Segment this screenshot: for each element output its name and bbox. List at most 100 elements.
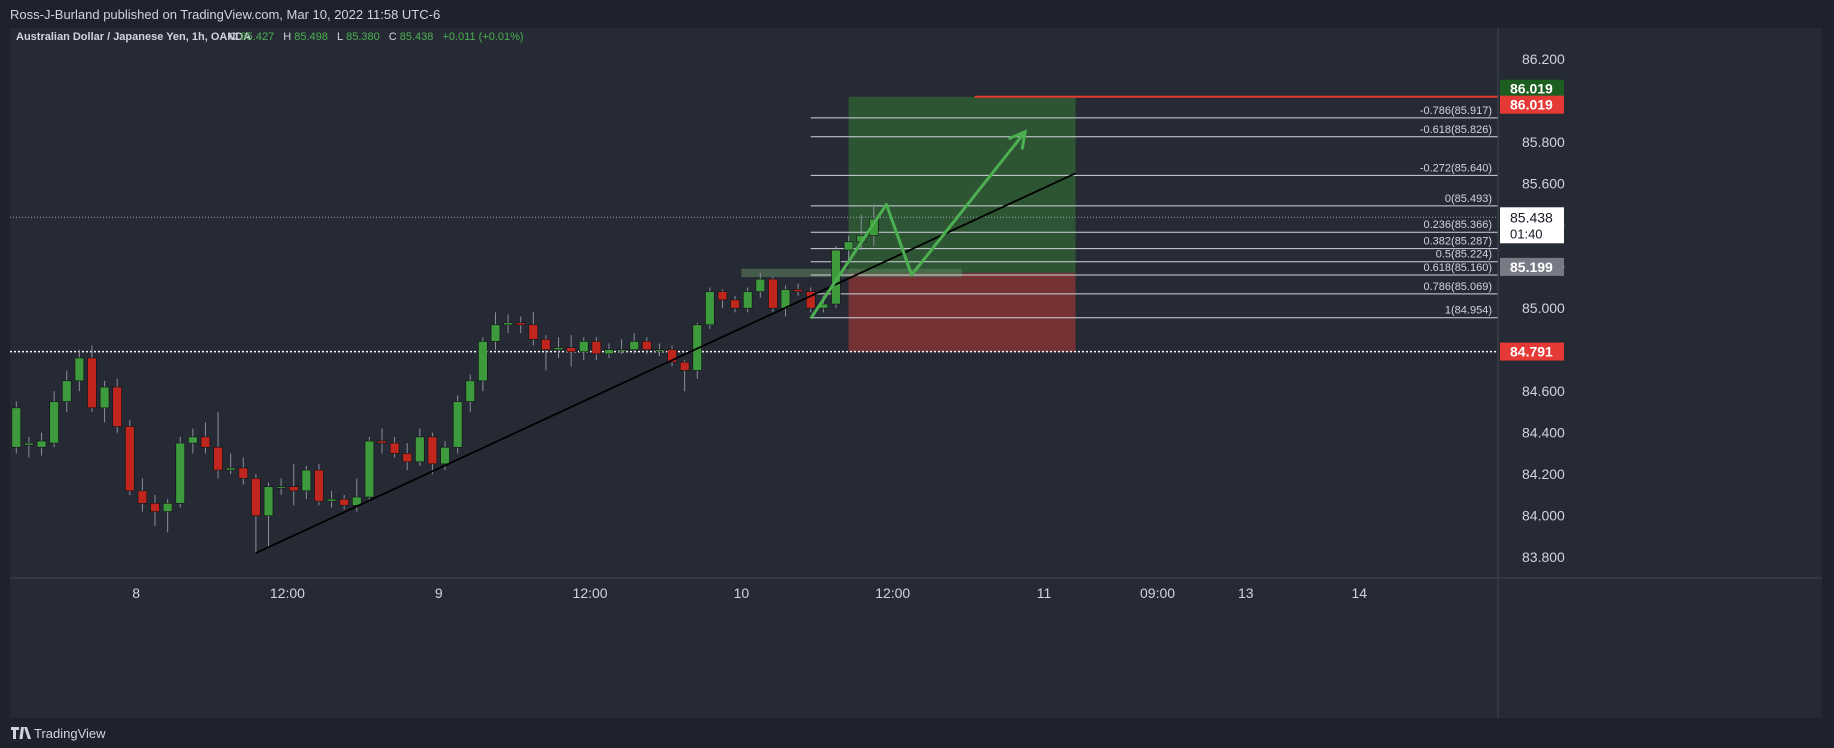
fibonacci-retracement: -0.786(85.917) -0.618(85.826) -0.272(85.64… [810,105,1498,319]
projection-arrowhead-icon [1007,129,1028,150]
y-tick-label: 83.800 [1522,549,1565,565]
resistance-zone [741,268,963,278]
legend-symbol: Australian Dollar / Japanese Yen, 1h, OA… [16,31,251,43]
x-tick-label: 09:00 [1140,585,1175,601]
fib-level-label: 0.618(85.160) [1424,262,1493,274]
price-tag-label: 84.791 [1510,344,1553,360]
candle-body [137,490,148,504]
legend-h-value: 85.498 [294,31,328,43]
price-tag [1500,95,1564,114]
candle-body [591,341,602,355]
legend-ohlc: O 85.427 H 85.498 L 85.380 C 85.438 +0.011 (… [229,31,524,43]
candle-body [667,349,677,363]
candle-body [869,218,879,236]
price-tag [1500,342,1564,361]
ascending-trendline [255,172,1076,554]
candle-body [301,469,312,492]
fib-level-label: 0.5(85.224) [1436,249,1492,261]
legend-c-label: C [389,31,397,43]
candle-body [36,440,47,448]
candle-body [377,440,387,444]
candle-body [616,349,627,352]
price-tag-label: 86.019 [1510,81,1553,97]
x-tick-label: 8 [132,585,140,601]
candle-body [200,436,211,448]
y-tick-label: 84.200 [1522,466,1565,482]
chart-area[interactable]: -0.786(85.917) -0.618(85.826) -0.272(85.64… [10,28,1822,718]
candle-body [843,241,854,251]
candle-body [402,453,412,463]
candle-body [188,436,198,444]
candle-body [62,380,72,402]
candle-body [742,291,753,309]
y-tick-label: 84.400 [1522,425,1565,441]
candle-body [528,324,539,340]
candle-body [440,446,450,465]
x-tick-label: 11 [1037,585,1052,601]
target-zone [848,96,1076,273]
fib-level-label: 1(84.954) [1445,305,1492,317]
candle-body [87,357,97,409]
horizontal-lines [10,95,1498,353]
candle-body [768,278,778,309]
candle-body [806,291,816,309]
candle-body [679,361,690,371]
candle-body [705,291,715,326]
legend-h-label: H [283,31,291,43]
fib-level-label: 0(85.493) [1445,193,1492,205]
candle-body [452,401,463,448]
y-tick-label: 85.800 [1522,134,1565,150]
fib-level-label: 0.382(85.287) [1424,236,1493,248]
price-tag [1500,79,1564,98]
candle-body [24,442,34,446]
fib-level-label: 0.236(85.366) [1424,219,1493,231]
candle-body [49,401,59,444]
candle-body [515,322,526,326]
candle-body [276,486,286,489]
candle-body [503,322,513,326]
candle-body [289,486,299,492]
candle-body [251,478,261,517]
candle-body [490,324,501,342]
candle-body [389,442,400,454]
candle-body [263,486,274,517]
x-tick-label: 9 [435,585,443,601]
candle-body [99,386,110,409]
candle-body [175,442,185,504]
candlestick-chart[interactable]: -0.786(85.917) -0.618(85.826) -0.272(85.64… [10,28,1822,718]
candle-body [717,291,728,301]
tradingview-logo-icon [11,727,31,739]
stop-zone [848,272,1076,352]
candle-body [326,498,337,502]
candle-body [553,347,564,350]
trade-zones [741,96,1076,352]
price-tag-label: 86.019 [1510,97,1553,113]
legend-o-value: 85.427 [241,31,275,43]
x-tick-label: 14 [1351,585,1367,601]
x-tick-label: 10 [734,585,750,601]
candle-body [642,341,652,350]
candle-body [629,341,639,350]
countdown-label: 01:40 [1510,226,1543,241]
axes: 86.20085.80085.60085.40085.20085.00084.6… [10,28,1822,718]
candle-body [225,467,236,471]
candle-body [831,249,841,305]
candle-body [314,469,324,502]
candle-body [755,278,766,292]
candle-body [11,407,22,448]
candle-body [150,502,160,512]
y-tick-label: 85.600 [1522,176,1565,192]
candle-body [125,426,135,492]
candle-body [162,502,173,512]
publisher-line: Ross-J-Burland published on TradingView.… [10,7,441,22]
candle-body [238,467,249,479]
price-tag [1500,257,1564,276]
fib-level-label: -0.786(85.917) [1420,105,1492,117]
footer-brand: TradingView [34,726,106,741]
candle-body [541,339,551,350]
legend-l-label: L [337,31,343,43]
x-tick-label: 13 [1238,585,1254,601]
fib-level-label: 0.786(85.069) [1424,281,1493,293]
x-tick-label: 12:00 [573,585,608,601]
legend-change: +0.011 (+0.01%) [442,31,523,43]
